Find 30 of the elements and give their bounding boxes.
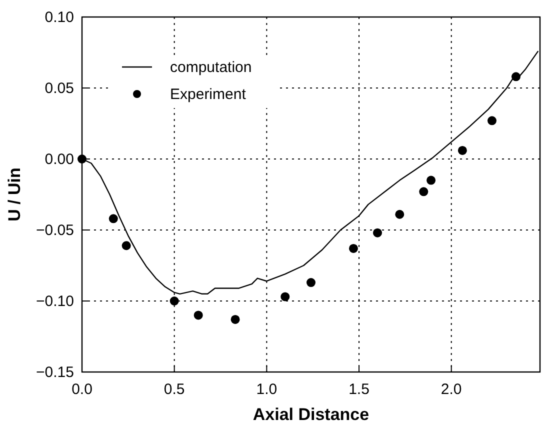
x-tick-label: 2.0 (440, 381, 462, 398)
y-tick-label: −0.10 (36, 293, 74, 310)
point (230, 314, 240, 324)
point (122, 241, 131, 250)
legend-label: computation (170, 59, 252, 76)
point (419, 187, 428, 196)
point (372, 228, 382, 238)
point (395, 210, 404, 219)
point (170, 296, 179, 306)
y-axis-title: U / Uin (5, 168, 24, 222)
point (511, 72, 520, 82)
x-tick-label: 1.0 (256, 381, 278, 398)
point (458, 146, 467, 155)
x-axis-title: Axial Distance (252, 405, 370, 424)
y-tick-label: −0.05 (36, 222, 74, 239)
legend-label: Experiment (170, 86, 247, 103)
x-tick-label: 1.5 (348, 381, 370, 398)
point (108, 214, 118, 224)
y-tick-label: 0.00 (44, 151, 74, 168)
point (194, 310, 203, 320)
point (306, 278, 316, 288)
point (348, 244, 358, 253)
point (426, 176, 436, 185)
x-tick-label: 0.0 (72, 381, 92, 398)
y-tick-label: 0.10 (44, 9, 74, 26)
point (280, 292, 290, 302)
point (487, 116, 496, 126)
y-tick-label: 0.05 (44, 80, 74, 97)
x-tick-label: 0.5 (164, 381, 185, 398)
y-tick-label: −0.15 (36, 364, 74, 381)
